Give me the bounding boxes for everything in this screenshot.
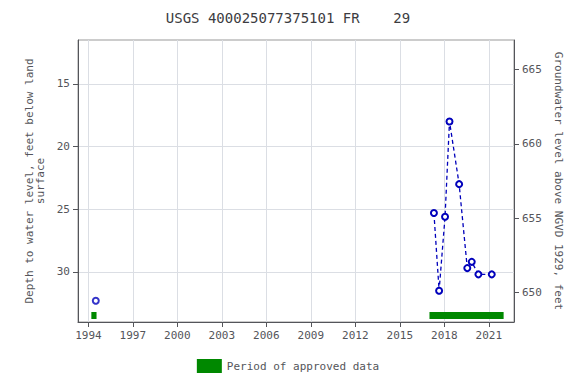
svg-text:Depth to water level, feet bel: Depth to water level, feet below land	[22, 58, 36, 304]
svg-text:2006: 2006	[253, 329, 280, 342]
svg-text:2015: 2015	[387, 329, 414, 342]
svg-text:1997: 1997	[120, 329, 147, 342]
svg-text:USGS 400025077375101 FR 29: USGS 400025077375101 FR 29	[166, 10, 410, 26]
svg-text:20: 20	[57, 140, 70, 153]
svg-text:2003: 2003	[209, 329, 236, 342]
svg-text:2012: 2012	[342, 329, 369, 342]
svg-text:2000: 2000	[164, 329, 191, 342]
svg-text:665: 665	[522, 63, 542, 76]
svg-text:15: 15	[57, 77, 70, 90]
svg-text:2018: 2018	[431, 329, 458, 342]
svg-text:2009: 2009	[298, 329, 325, 342]
svg-text:Groundwater level above NGVD 1: Groundwater level above NGVD 1929, feet	[552, 52, 565, 310]
svg-text:650: 650	[522, 286, 542, 299]
svg-text:surface: surface	[34, 158, 47, 204]
svg-text:30: 30	[57, 265, 70, 278]
svg-text:660: 660	[522, 137, 542, 150]
svg-text:1994: 1994	[75, 329, 102, 342]
svg-text:Period of approved data: Period of approved data	[227, 360, 379, 373]
svg-text:2021: 2021	[476, 329, 503, 342]
svg-text:655: 655	[522, 212, 542, 225]
svg-text:25: 25	[57, 203, 70, 216]
